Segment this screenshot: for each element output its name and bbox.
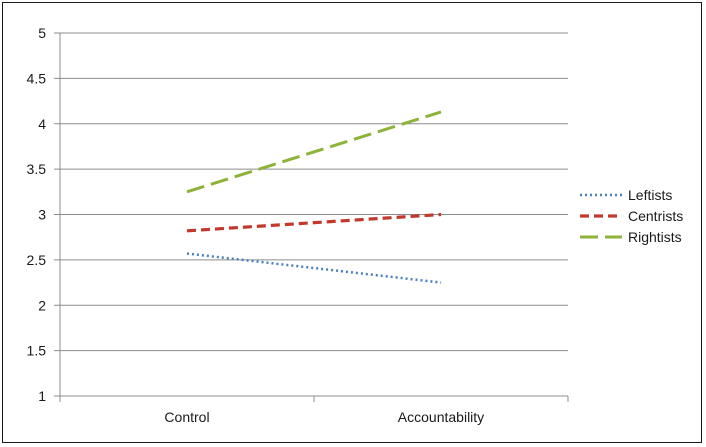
y-tick-label: 2.5 bbox=[27, 252, 47, 268]
legend-label-rightists: Rightists bbox=[628, 229, 682, 245]
y-tick-label: 4 bbox=[38, 116, 46, 132]
y-tick-label: 3 bbox=[38, 207, 46, 223]
series-line-rightists bbox=[186, 110, 442, 194]
legend-label-centrists: Centrists bbox=[628, 208, 683, 224]
y-tick-label: 3.5 bbox=[27, 161, 47, 177]
y-tick-label: 4.5 bbox=[27, 70, 47, 86]
y-tick-label: 2 bbox=[38, 297, 46, 313]
legend: Leftists Centrists Rightists bbox=[580, 187, 683, 245]
y-tick-label: 5 bbox=[38, 25, 46, 41]
x-tick-label: Accountability bbox=[398, 409, 484, 425]
gridlines bbox=[54, 32, 568, 397]
chart-frame bbox=[2, 2, 702, 443]
legend-label-leftists: Leftists bbox=[628, 187, 672, 203]
series-line-centrists bbox=[186, 212, 442, 233]
series-line-leftists bbox=[186, 252, 442, 284]
series-lines bbox=[186, 110, 442, 284]
x-tick-label: Control bbox=[164, 409, 209, 425]
y-tick-label: 1.5 bbox=[27, 343, 47, 359]
y-tick-label: 1 bbox=[38, 388, 46, 404]
axes bbox=[59, 33, 569, 402]
x-tick-labels: Control Accountability bbox=[164, 409, 484, 425]
y-tick-labels: 1 1.5 2 2.5 3 3.5 4 4.5 5 bbox=[27, 25, 47, 404]
